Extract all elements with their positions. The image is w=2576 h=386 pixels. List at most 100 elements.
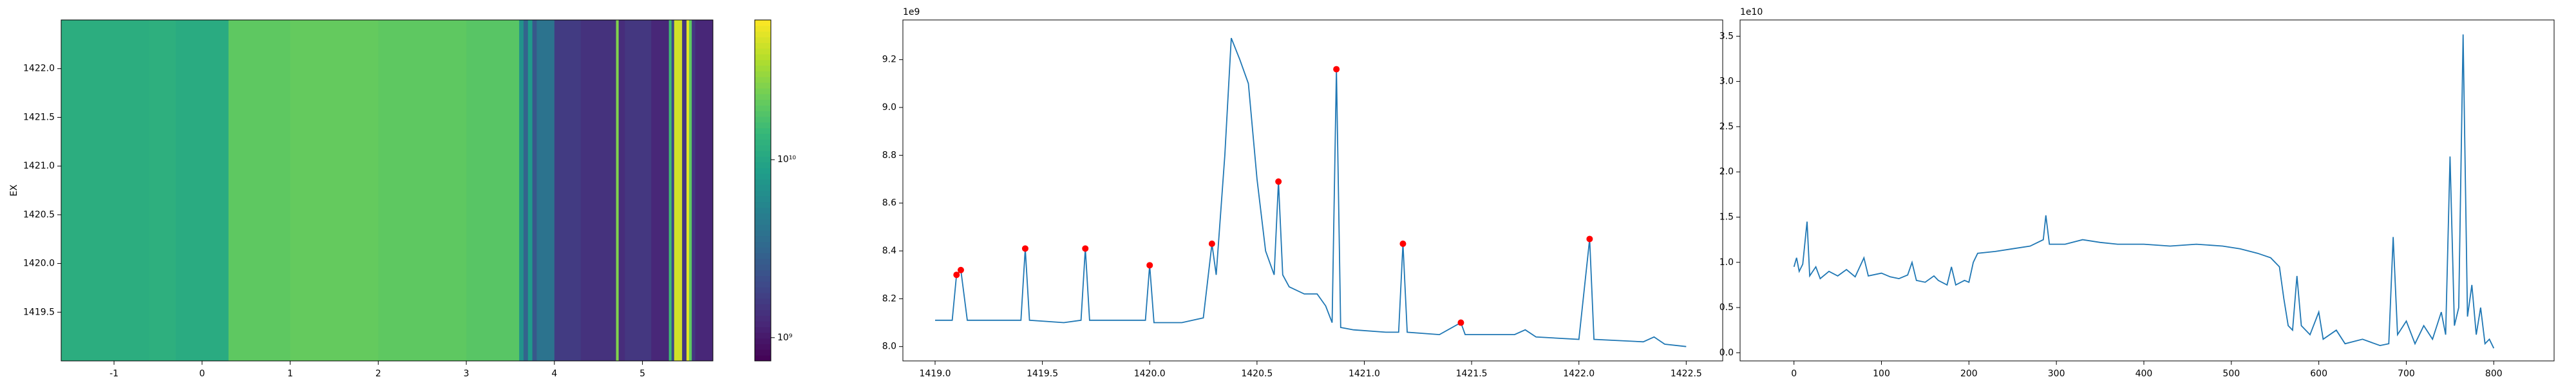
colorbar-segment (755, 139, 771, 145)
peak-marker (1146, 262, 1153, 269)
heatmap-column (616, 20, 620, 361)
x-tick-label: 400 (2136, 369, 2153, 379)
x-tick-label: 3 (464, 369, 469, 379)
heatmap-column (527, 20, 533, 361)
colorbar-segment (755, 298, 771, 305)
colorbar-segment (755, 122, 771, 129)
x-tick-label: 200 (1960, 369, 1978, 379)
colorbar-segment (755, 281, 771, 288)
heatmap-column (651, 20, 670, 361)
colorbar-frame (754, 19, 772, 362)
x-tick-label: 800 (2485, 369, 2503, 379)
colorbar-segment (755, 315, 771, 322)
heatmap-column (290, 20, 379, 361)
x-tick-label: 0 (199, 369, 205, 379)
x-tick-label: 1422.0 (1563, 369, 1595, 379)
colorbar-segment (755, 54, 771, 60)
colorbar-segment (755, 207, 771, 214)
heatmap-column (466, 20, 520, 361)
colorbar-segment (755, 31, 771, 37)
colorbar-segment (755, 264, 771, 271)
y-tick-label: 0.0 (1719, 347, 1734, 358)
heatmap-column (554, 20, 582, 361)
colorbar-segment (755, 151, 771, 157)
y-tick-label: 3.5 (1719, 31, 1734, 41)
colorbar-segment (755, 105, 771, 111)
colorbar-tick-label: 10¹⁰ (777, 154, 796, 165)
y-tick-label: 1420.5 (23, 210, 55, 220)
y-tick-label: 1.0 (1719, 257, 1734, 268)
y-tick-label: 9.0 (882, 102, 896, 113)
y-tick-label: 8.2 (882, 293, 896, 304)
peak-marker (1399, 240, 1406, 247)
colorbar-segment (755, 293, 771, 299)
heatmap-column (228, 20, 291, 361)
colorbar-segment (755, 93, 771, 100)
colorbar-segment (755, 332, 771, 339)
x-tick-label: 1419.5 (1027, 369, 1058, 379)
x-tick-label: 100 (1873, 369, 1890, 379)
x-tick-label: 2 (375, 369, 381, 379)
heatmap-column (519, 20, 524, 361)
colorbar-segment (755, 48, 771, 55)
colorbar-segment (755, 270, 771, 276)
colorbar-segment (755, 275, 771, 282)
colorbar-segment (755, 241, 771, 248)
x-tick-label: 500 (2222, 369, 2240, 379)
heatmap-column (689, 20, 692, 361)
axes-frame (902, 19, 1723, 362)
line-series (935, 37, 1687, 347)
x-tick-label: 700 (2398, 369, 2415, 379)
heatmap-column (692, 20, 696, 361)
heatmap-column (671, 20, 675, 361)
colorbar-segment (755, 185, 771, 191)
offset-text: 1e9 (903, 7, 920, 17)
colorbar-segment (755, 338, 771, 344)
heatmap-column (682, 20, 687, 361)
y-tick-label: 9.2 (882, 55, 896, 65)
colorbar-segment (755, 321, 771, 327)
colorbar-segment (755, 201, 771, 208)
colorbar-segment (755, 173, 771, 179)
heatmap-column (175, 20, 229, 361)
colorbar-segment (755, 230, 771, 237)
y-tick-label: 1422.0 (23, 64, 55, 74)
heatmap-column (523, 20, 529, 361)
x-tick-label: 1420.5 (1241, 369, 1273, 379)
colorbar-segment (755, 25, 771, 32)
peak-marker (953, 271, 960, 279)
colorbar-segment (755, 116, 771, 123)
axes-frame (1739, 19, 2555, 362)
y-tick-label: 8.8 (882, 150, 896, 160)
colorbar-segment (755, 349, 771, 356)
heatmap-column (532, 20, 537, 361)
peak-marker (1275, 178, 1282, 185)
y-tick-label: 3.0 (1719, 77, 1734, 87)
x-tick-label: 1419.0 (919, 369, 951, 379)
colorbar-segment (755, 111, 771, 117)
heatmap-column (668, 20, 672, 361)
y-tick-label: 1421.5 (23, 112, 55, 122)
x-tick-label: 1422.5 (1671, 369, 1702, 379)
colorbar-segment (755, 65, 771, 71)
colorbar-segment (755, 259, 771, 265)
colorbar-segment (755, 59, 771, 66)
colorbar-segment (755, 355, 771, 362)
x-tick-label: 1421.0 (1349, 369, 1380, 379)
x-tick-label: 1420.0 (1134, 369, 1166, 379)
colorbar-segment (755, 71, 771, 77)
heatmap-column (580, 20, 617, 361)
peak-marker (1082, 245, 1089, 252)
y-axis-label: EX (9, 184, 19, 196)
heatmap-column (378, 20, 467, 361)
colorbar-segment (755, 287, 771, 293)
colorbar-segment (755, 127, 771, 134)
colorbar-segment (755, 253, 771, 259)
colorbar-segment (755, 344, 771, 350)
heatmap-column (686, 20, 690, 361)
colorbar-segment (755, 99, 771, 106)
heatmap-column (625, 20, 652, 361)
y-tick-label: 8.0 (882, 342, 896, 352)
x-tick-label: 4 (551, 369, 557, 379)
peak-marker (1457, 319, 1464, 326)
